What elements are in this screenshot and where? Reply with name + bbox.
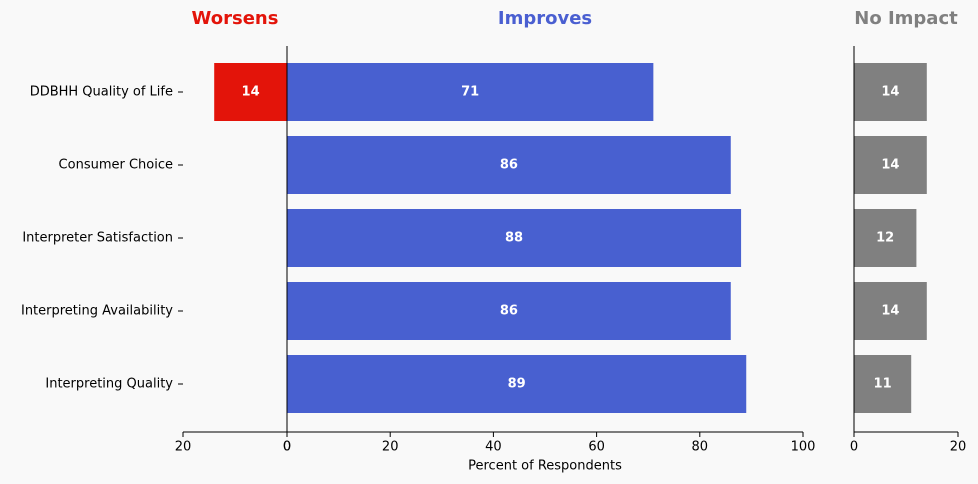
x-tick-label: 80	[692, 440, 709, 455]
value-label: 86	[500, 304, 518, 319]
value-label: 88	[505, 231, 523, 246]
value-label: 14	[881, 158, 899, 173]
x-tick-label: 100	[791, 440, 816, 455]
bar	[854, 136, 927, 194]
x-tick-label: 20	[950, 440, 967, 455]
panel-title: No Impact	[854, 8, 958, 29]
bar	[854, 355, 912, 413]
bar	[854, 282, 927, 340]
x-tick-label: 0	[283, 440, 291, 455]
value-label: 89	[508, 377, 526, 392]
bar	[287, 355, 747, 413]
y-tick-label: Interpreter Satisfaction	[22, 231, 173, 246]
panel-title: Improves	[498, 8, 592, 29]
x-axis-label: Percent of Respondents	[468, 459, 622, 474]
bar	[214, 63, 287, 121]
bar	[287, 136, 731, 194]
panel-title: Worsens	[192, 8, 279, 29]
bar	[287, 209, 742, 267]
value-label: 14	[242, 85, 260, 100]
x-tick-label: 0	[283, 440, 291, 455]
value-label: 14	[881, 85, 899, 100]
bar	[287, 282, 731, 340]
bar	[854, 209, 917, 267]
value-label: 86	[500, 158, 518, 173]
value-label: 71	[461, 85, 479, 100]
value-label: 11	[874, 377, 892, 392]
value-label: 14	[881, 304, 899, 319]
value-label: 12	[876, 231, 894, 246]
x-tick-label: 40	[485, 440, 502, 455]
y-tick-label: Interpreting Quality	[45, 377, 173, 392]
x-tick-label: 0	[850, 440, 858, 455]
y-tick-label: Interpreting Availability	[21, 304, 173, 319]
x-tick-label: 20	[382, 440, 399, 455]
x-tick-label: 60	[588, 440, 605, 455]
bar	[287, 63, 654, 121]
y-tick-label: Consumer Choice	[59, 158, 173, 173]
x-tick-label: 20	[175, 440, 192, 455]
y-tick-label: DDBHH Quality of Life	[30, 85, 173, 100]
bar	[854, 63, 927, 121]
